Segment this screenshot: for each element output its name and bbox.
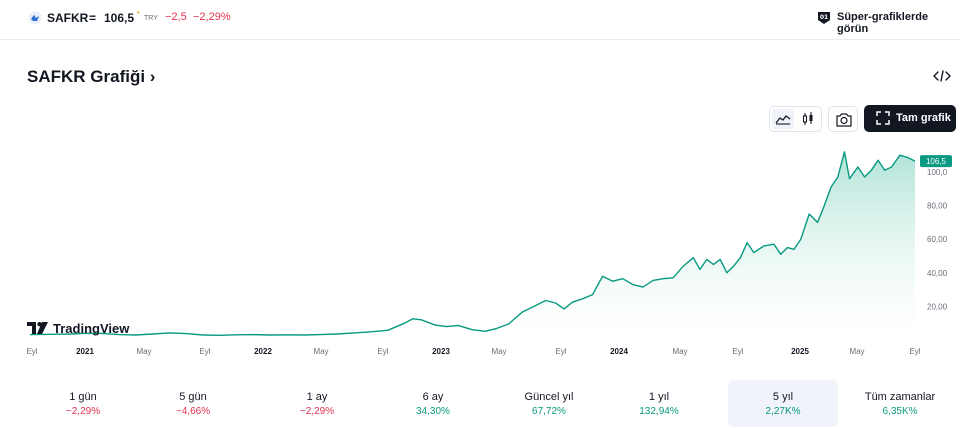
period-change: −4,66% [175, 406, 211, 417]
period-label: 1 gün [69, 391, 97, 403]
x-tick-label: 2022 [254, 347, 272, 356]
tradingview-watermark[interactable]: TradingView [27, 321, 129, 337]
area-chart-icon [775, 115, 791, 125]
supercharts-link[interactable]: Süper-grafiklerde görün [837, 11, 929, 35]
period-button[interactable]: 1 gün −2,29% [28, 380, 138, 427]
watermark-text: TradingView [53, 321, 130, 336]
chart-type-switcher [769, 106, 822, 132]
period-label: 5 yıl [772, 391, 794, 403]
period-button[interactable]: Güncel yıl 67,72% [494, 380, 604, 427]
x-tick-label: Eyl [26, 347, 37, 356]
x-tick-label: 2025 [791, 347, 809, 356]
full-chart-label: Tam grafik [896, 112, 951, 124]
full-chart-button[interactable]: Tam grafik [864, 105, 956, 132]
period-button[interactable]: 5 yıl 2,27K% [728, 380, 838, 427]
period-label: 1 yıl [648, 391, 670, 403]
y-tick-label: 80,00 [927, 202, 948, 211]
symbol-header: SAFKR = 106,5 • TRY −2,5 −2,29% 01 Süper… [0, 0, 960, 40]
y-tick-label: 100,0 [927, 168, 948, 177]
chevron-right-icon: › [149, 67, 156, 86]
period-change: 34,30% [416, 406, 450, 417]
fullscreen-icon [876, 111, 890, 125]
period-label: 5 gün [179, 391, 207, 403]
period-change: 67,72% [532, 406, 566, 417]
price-change: −2,5 [165, 11, 187, 23]
period-change: 2,27K% [765, 406, 801, 417]
candlestick-icon [802, 112, 813, 125]
x-tick-label: Eyl [555, 347, 566, 356]
page-title[interactable]: SAFKR Grafiği › [27, 67, 155, 87]
candlestick-chart-button[interactable] [797, 109, 819, 129]
page-title-text: SAFKR Grafiği [27, 67, 146, 86]
price-area [30, 151, 915, 340]
x-tick-label: May [672, 347, 687, 356]
period-change: −2,29% [299, 406, 335, 417]
period-label: Güncel yıl [524, 391, 574, 403]
x-tick-label: May [491, 347, 506, 356]
last-price-label: 106,5 [926, 157, 947, 166]
y-tick-label: 60,00 [927, 235, 948, 244]
camera-icon [836, 113, 852, 127]
symbol-logo-icon [28, 11, 42, 25]
tradingview-logo-icon [27, 322, 48, 334]
x-tick-label: May [136, 347, 151, 356]
current-price: 106,5 [104, 11, 135, 25]
price-chart[interactable]: 20,00 40,00 60,00 80,00 100,0 Eyl 2021 May Eyl 2… [0, 138, 960, 360]
last-price-marker [920, 155, 952, 168]
svg-text:01: 01 [820, 14, 828, 21]
period-button[interactable]: 1 yıl 132,94% [604, 380, 714, 427]
market-status-dot: • [137, 8, 140, 17]
period-label: 6 ay [422, 391, 444, 403]
equals-sign: = [89, 11, 97, 25]
y-tick-label: 40,00 [927, 269, 948, 278]
x-tick-label: 2024 [610, 347, 628, 356]
x-tick-label: Eyl [377, 347, 388, 356]
screenshot-button[interactable] [828, 106, 858, 132]
x-tick-label: 2023 [432, 347, 450, 356]
x-tick-label: May [849, 347, 864, 356]
embed-code-icon[interactable] [933, 68, 951, 84]
period-change: 132,94% [639, 406, 679, 417]
area-chart-button[interactable] [772, 109, 794, 129]
period-change: 6,35K% [882, 406, 918, 417]
x-tick-label: 2021 [76, 347, 94, 356]
period-button[interactable]: 5 gün −4,66% [138, 380, 248, 427]
period-label: 1 ay [306, 391, 328, 403]
x-tick-label: May [313, 347, 328, 356]
period-button[interactable]: 1 ay −2,29% [262, 380, 372, 427]
period-button[interactable]: Tüm zamanlar 6,35K% [845, 380, 955, 427]
price-change-percent: −2,29% [193, 11, 231, 23]
currency-label: TRY [144, 15, 158, 22]
price-line [29, 151, 916, 336]
symbol-name[interactable]: SAFKR [47, 11, 89, 25]
supercharts-icon[interactable]: 01 [816, 9, 832, 25]
y-tick-label: 20,00 [927, 302, 948, 311]
x-tick-label: Eyl [199, 347, 210, 356]
period-button[interactable]: 6 ay 34,30% [378, 380, 488, 427]
period-change: −2,29% [65, 406, 101, 417]
period-label: Tüm zamanlar [864, 391, 936, 403]
x-tick-label: Eyl [732, 347, 743, 356]
x-tick-label: Eyl [909, 347, 920, 356]
